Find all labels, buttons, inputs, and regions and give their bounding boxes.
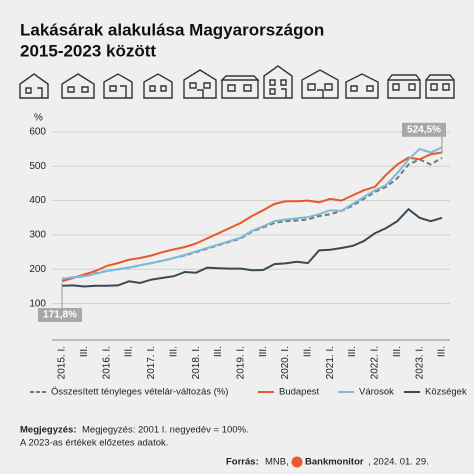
brand: Bankmonitor xyxy=(305,457,364,468)
annotation-label: 524,5% xyxy=(407,124,441,135)
notes: Megjegyzés: Megjegyzés: 2001 I. negyedév… xyxy=(20,425,429,468)
x-tick-label: III. xyxy=(437,346,448,357)
x-tick-label: 2017. I. xyxy=(146,346,157,379)
chart-title: Lakásárak alakulása Magyarországon xyxy=(20,20,324,39)
source: MNB, xyxy=(265,457,289,468)
x-tick-label: III. xyxy=(213,346,224,357)
x-tick-label: 2019. I. xyxy=(235,346,246,379)
x-tick-label: 2023. I. xyxy=(414,346,425,379)
brand-logo xyxy=(291,456,303,468)
note: Megjegyzés: 2001 I. negyedév = 100%. xyxy=(82,425,249,436)
legend-label: Városok xyxy=(359,387,394,398)
line-series xyxy=(61,207,443,288)
x-tick-label: 2020. I. xyxy=(280,346,291,379)
annotation-box xyxy=(402,122,446,137)
y-unit: % xyxy=(34,113,43,124)
legend-label: Községek xyxy=(425,387,467,398)
x-tick-label: 2021. I. xyxy=(325,346,336,379)
x-tick-label: III. xyxy=(258,346,269,357)
note-label: Megjegyzés: xyxy=(20,425,77,436)
x-tick-label: III. xyxy=(168,346,179,357)
x-tick-label: 2018. I. xyxy=(191,346,202,379)
date: , 2024. 01. 29. xyxy=(368,457,429,468)
x-tick-label: III. xyxy=(303,346,314,357)
note: A 2023-as értékek előzetes adatok. xyxy=(20,438,168,449)
y-tick-label: 600 xyxy=(29,127,46,138)
y-tick-label: 300 xyxy=(29,230,46,241)
source-label: Forrás: xyxy=(226,457,259,468)
annotation-box xyxy=(38,307,82,322)
y-tick-label: 100 xyxy=(29,298,46,309)
x-tick-label: 2016. I. xyxy=(101,346,112,379)
x-tick-label: III. xyxy=(124,346,135,357)
legend-label: Budapest xyxy=(279,387,320,398)
y-tick-label: 500 xyxy=(29,161,46,172)
y-tick-label: 200 xyxy=(29,264,46,275)
x-tick-label: 2015. I. xyxy=(57,346,68,379)
legend-label: Összesített tényleges vételár-változás (… xyxy=(51,387,228,398)
chart-title: 2015-2023 között xyxy=(20,41,156,60)
x-tick-label: III. xyxy=(392,346,403,357)
line-series xyxy=(61,151,443,283)
y-tick-label: 400 xyxy=(29,195,46,206)
annotation-label: 171,8% xyxy=(43,310,77,321)
x-tick-label: 2022. I. xyxy=(370,346,381,379)
line-series xyxy=(61,146,443,280)
x-tick-label: III. xyxy=(79,346,90,357)
x-tick-label: III. xyxy=(347,346,358,357)
house-icons xyxy=(19,65,455,99)
